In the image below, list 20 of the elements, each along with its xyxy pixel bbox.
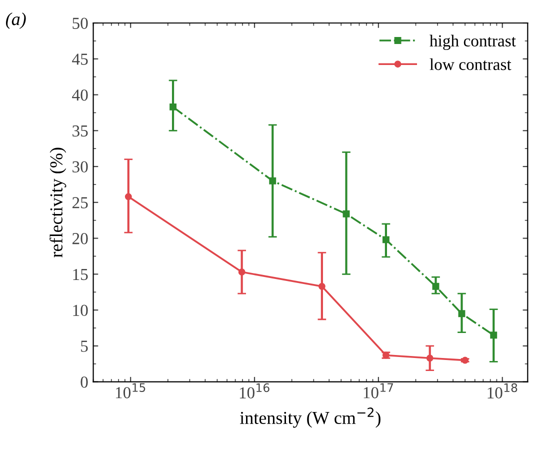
x-tick-label: 10$^{18}$ [488, 383, 518, 398]
x-tick-label: 10$^{16}$ [240, 383, 270, 398]
y-axis-title: reflectivity (%) [50, 148, 66, 258]
y-tick-label: 45 [72, 54, 88, 65]
x-tick-label: 10$^{15}$ [116, 383, 146, 398]
y-tick-label: 5 [81, 340, 88, 352]
legend-label: low contrast [430, 58, 512, 70]
y-tick-label: 10 [73, 304, 88, 316]
text: (a) [6, 12, 26, 29]
y-tick-label: 40 [72, 89, 88, 101]
y-tick-label: 35 [72, 125, 88, 137]
y-tick-label: 15 [73, 268, 88, 280]
y-tick-label: 20 [72, 232, 88, 244]
y-tick-label: 25 [72, 197, 88, 208]
y-tick-label: 0 [80, 376, 88, 388]
x-axis-title: intensity (W cm$^{−2}$) [240, 408, 380, 428]
y-tick-label: 50 [72, 18, 88, 29]
x-tick-label: 10$^{17}$ [364, 383, 394, 398]
y-tick-label: 30 [72, 161, 88, 172]
legend-label: high contrast [430, 34, 516, 50]
